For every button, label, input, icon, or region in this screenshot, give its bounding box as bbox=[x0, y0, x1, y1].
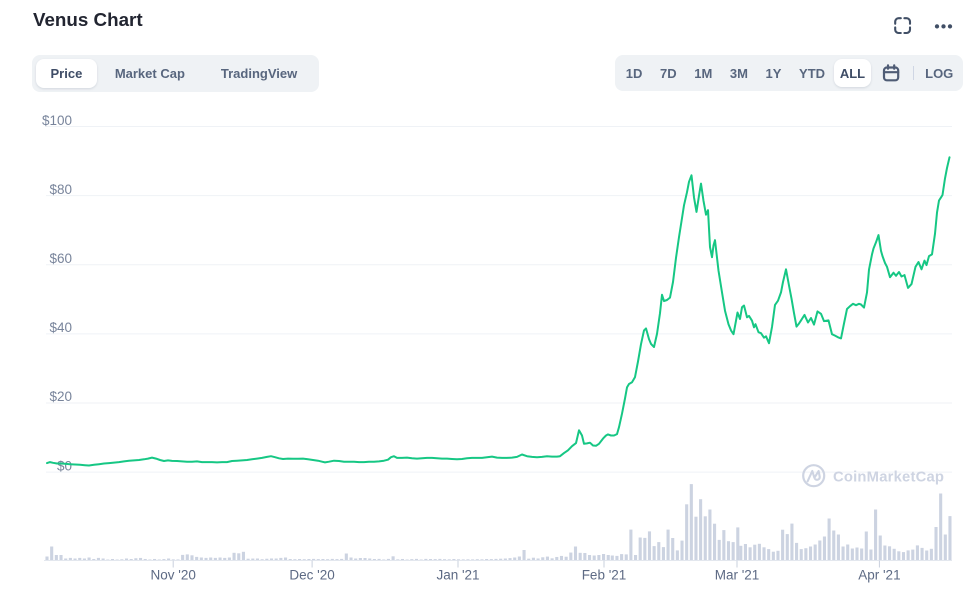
svg-text:$40: $40 bbox=[49, 320, 72, 335]
svg-text:Mar '21: Mar '21 bbox=[715, 568, 760, 583]
svg-text:$80: $80 bbox=[49, 182, 72, 197]
svg-text:Dec '20: Dec '20 bbox=[289, 568, 334, 583]
svg-text:Feb '21: Feb '21 bbox=[582, 568, 627, 583]
svg-text:Nov '20: Nov '20 bbox=[151, 568, 196, 583]
svg-text:CoinMarketCap: CoinMarketCap bbox=[833, 470, 944, 486]
svg-text:$20: $20 bbox=[49, 389, 72, 404]
svg-text:$100: $100 bbox=[42, 113, 72, 128]
svg-text:Jan '21: Jan '21 bbox=[436, 568, 479, 583]
svg-text:$0: $0 bbox=[57, 458, 72, 473]
svg-text:Apr '21: Apr '21 bbox=[858, 568, 900, 583]
svg-text:$60: $60 bbox=[49, 251, 72, 266]
